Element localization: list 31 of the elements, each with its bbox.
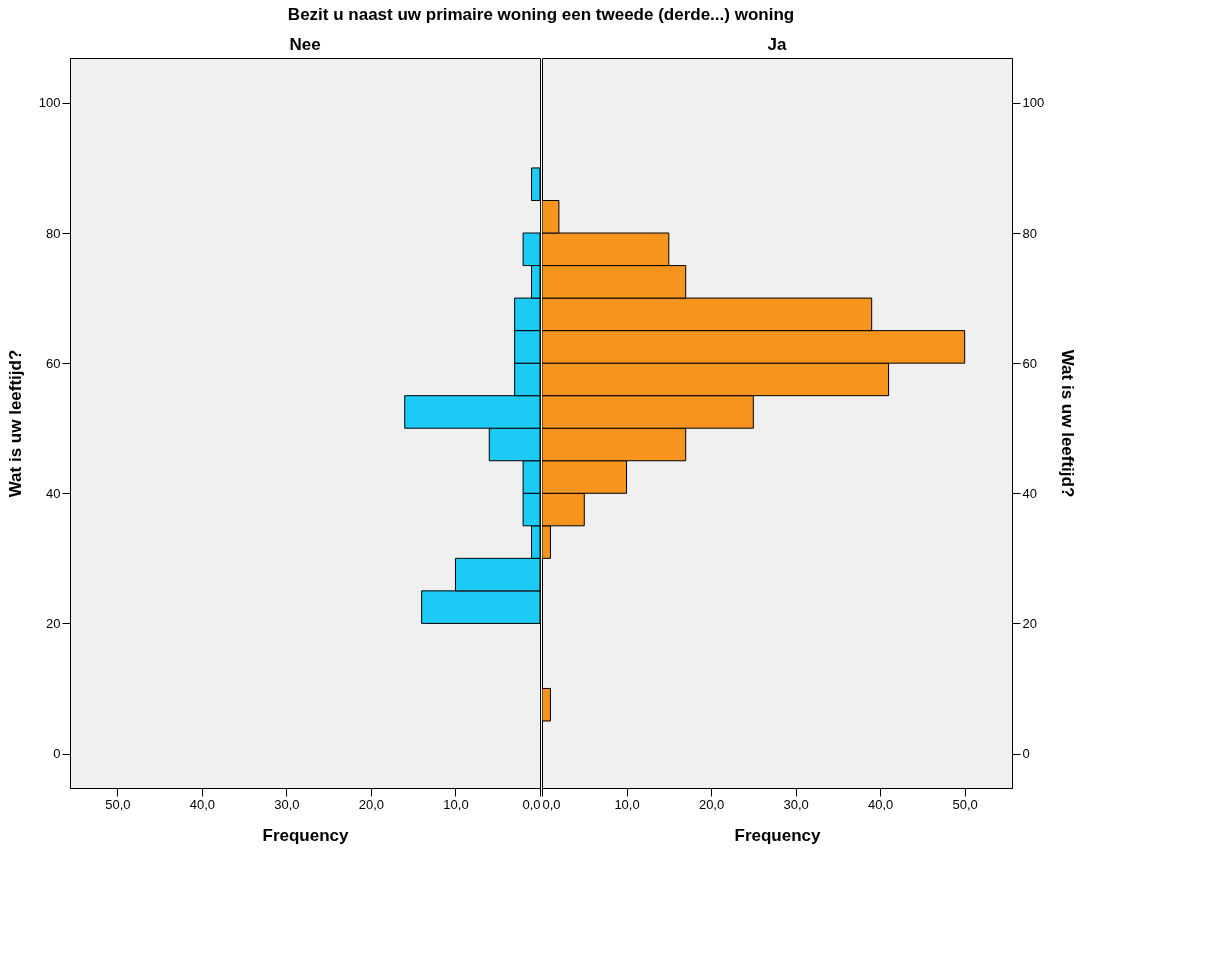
chart-subtitle: Ja: [767, 35, 787, 54]
x-tick-label: 50,0: [105, 796, 131, 812]
x-tick-label: 20,0: [358, 796, 385, 812]
x-tick-label: 20,0: [698, 796, 725, 812]
x-axis-title: Frequency: [262, 825, 350, 845]
x-tick-label: 30,0: [274, 796, 300, 812]
y-tick-label: 40: [46, 485, 61, 501]
y-tick-label: 80: [46, 225, 61, 241]
y-tick-label: 0: [53, 746, 61, 762]
y-tick-label: 40: [1022, 485, 1037, 501]
chart-title: Bezit u naast uw primaire woning een tweede (derde...) woning: [287, 4, 795, 24]
y-tick-label: 100: [1022, 95, 1045, 111]
x-tick-label: 10,0: [614, 796, 640, 812]
x-tick-label: 0,0: [542, 796, 561, 812]
x-tick-label: 0,0: [522, 796, 541, 812]
x-tick-label: 10,0: [443, 796, 469, 812]
x-tick-label: 40,0: [867, 796, 894, 812]
x-axis-title: Frequency: [734, 825, 822, 845]
y-tick-label: 60: [46, 355, 61, 371]
y-tick-label: 20: [46, 615, 61, 631]
x-tick-label: 40,0: [189, 796, 216, 812]
y-tick-label: 20: [1022, 615, 1037, 631]
y-tick-label: 80: [1022, 225, 1037, 241]
y-axis-title: Wat is uw leeftijd?: [1058, 349, 1078, 498]
y-axis-title: Wat is uw leeftijd?: [5, 349, 25, 498]
x-tick-label: 50,0: [952, 796, 978, 812]
x-tick-label: 30,0: [783, 796, 809, 812]
y-tick-label: 100: [38, 95, 61, 111]
y-tick-label: 60: [1022, 355, 1037, 371]
y-tick-label: 0: [1022, 746, 1030, 762]
chart-subtitle: Nee: [289, 35, 321, 54]
